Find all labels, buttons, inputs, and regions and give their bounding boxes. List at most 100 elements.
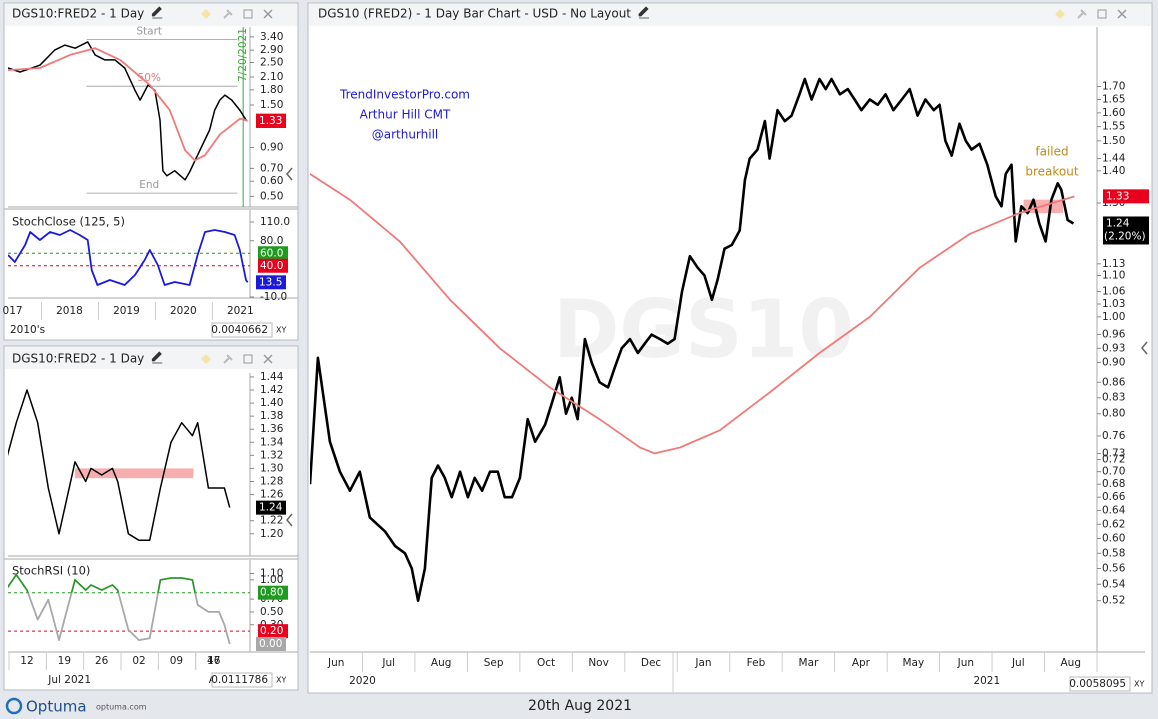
y-tick-label: 1.70 <box>1102 81 1125 93</box>
y-tick-label: 1.65 <box>1102 94 1125 106</box>
y-tick-label: 1.80 <box>260 84 283 96</box>
window-mid-left[interactable] <box>3 345 299 691</box>
y-tick-label: 1.40 <box>1102 165 1125 177</box>
y-tick-label: 0.76 <box>1102 430 1126 442</box>
x-tick-label: Jun <box>957 657 974 669</box>
icon-favorite <box>1055 9 1065 19</box>
price-box <box>1103 189 1149 204</box>
x-tick-label: 47 <box>207 655 220 667</box>
icon-pin <box>223 354 233 364</box>
series-line <box>310 173 1075 455</box>
icon-favorite <box>201 354 211 364</box>
level-label: End <box>139 179 159 191</box>
y-tick-label: 1.30 <box>260 462 283 474</box>
price-label: 1.24 <box>1106 217 1130 229</box>
highlight-zone <box>75 468 194 479</box>
y-tick-label: 1.50 <box>1102 135 1125 147</box>
credit: Arthur Hill CMT <box>360 108 451 122</box>
collapse-arrow <box>286 167 293 181</box>
y-tick-label: 1.40 <box>260 397 283 409</box>
scale-box <box>211 672 273 688</box>
y-tick-label: 0.50 <box>260 606 283 618</box>
scale-label: 0.0040662 <box>211 324 268 336</box>
chart-title: StochClose (125, 5) <box>12 215 125 229</box>
y-tick-label: 1.32 <box>260 449 283 461</box>
x-tick-label: 09 <box>170 655 183 667</box>
y-tick-label: 1.03 <box>1102 298 1125 310</box>
series-line <box>8 47 248 162</box>
price-box <box>256 275 286 290</box>
level-label: Start <box>136 25 162 37</box>
x-tick-label: 017 <box>3 305 23 317</box>
header-bar <box>5 347 297 369</box>
x-tick-label: Jul <box>381 657 395 669</box>
y-tick-label: 1.50 <box>260 99 283 111</box>
y-tick-label: 1.06 <box>1102 286 1126 298</box>
collapse-arrow <box>1141 341 1148 355</box>
y-tick-label: 0.62 <box>1102 518 1125 530</box>
y-tick-label: 0.90 <box>260 141 283 153</box>
y-tick-label: 1.60 <box>1102 107 1125 119</box>
x-tick-label: Mar <box>799 657 819 669</box>
x-tick-label: 19 <box>58 655 71 667</box>
y-tick-label: 0.60 <box>260 175 283 187</box>
x-tick-label: 12 <box>20 655 33 667</box>
logo-url: optuma.com <box>96 703 147 712</box>
x-tick-label: 2020 <box>170 305 197 317</box>
price-sublabel: (2.20%) <box>1104 230 1146 242</box>
icon-favorite <box>201 9 211 19</box>
window-main[interactable] <box>307 2 1153 694</box>
y-tick-label: 2.90 <box>260 44 283 56</box>
xy-toggle[interactable]: XY <box>276 326 286 335</box>
icon-pin <box>1077 9 1087 19</box>
level-label: 40.0 <box>260 260 283 272</box>
xy-toggle[interactable]: XY <box>276 676 286 685</box>
series-line <box>8 389 231 542</box>
chart-title: StochRSI (10) <box>12 564 90 578</box>
y-tick-label: 1.42 <box>260 384 283 396</box>
price-label: 1.33 <box>1106 190 1129 202</box>
price-label: 1.24 <box>259 502 283 514</box>
y-tick-label: 0.54 <box>1102 578 1126 590</box>
chart-title: DGS10:FRED2 - 1 Day <box>12 352 144 366</box>
level-box <box>258 246 288 261</box>
y-tick-label: 3.40 <box>260 31 283 43</box>
y-tick-label: 1.10 <box>260 567 283 579</box>
y-tick-label: 1.00 <box>1102 311 1125 323</box>
level-box <box>258 258 288 273</box>
y-tick-label: 0.93 <box>1102 342 1125 354</box>
y-tick-label: 0.56 <box>1102 563 1126 575</box>
x-tick-label: Sep <box>484 657 504 669</box>
x-tick-label: May <box>903 657 925 669</box>
x-tick-label: Aug <box>1061 657 1082 669</box>
icon-close <box>1117 9 1127 19</box>
y-tick-label: 1.13 <box>1102 258 1125 270</box>
x-tick-label: Feb <box>747 657 766 669</box>
y-tick-label: 0.58 <box>1102 547 1125 559</box>
y-tick-label: 2.50 <box>260 56 283 68</box>
y-tick-label: 1.28 <box>260 475 283 487</box>
y-tick-label: 1.55 <box>1102 121 1125 133</box>
y-tick-label: 0.70 <box>260 162 283 174</box>
x-tick-label: Dec <box>641 657 662 669</box>
price-label: 1.33 <box>259 115 282 127</box>
y-tick-label: 1.38 <box>260 410 283 422</box>
level-label: 50% <box>138 72 161 84</box>
series-line <box>8 229 249 286</box>
icon-close <box>263 354 273 364</box>
icon-pin <box>223 9 233 19</box>
y-tick-label: 0.66 <box>1102 491 1126 503</box>
window-top-left[interactable] <box>3 2 299 341</box>
series-line <box>8 573 231 645</box>
scale-label: 0.0058095 <box>1069 678 1126 690</box>
level-box <box>258 624 288 639</box>
y-tick-label: 0.72 <box>1102 453 1125 465</box>
scale-box <box>1069 676 1131 692</box>
icon-edit <box>638 6 650 19</box>
y-tick-label: -10.0 <box>260 291 287 303</box>
header-bar <box>309 4 1151 26</box>
y-tick-label: 1.44 <box>260 371 284 383</box>
xy-toggle[interactable]: XY <box>1134 680 1144 689</box>
x-tick-label: Jul <box>1011 657 1025 669</box>
